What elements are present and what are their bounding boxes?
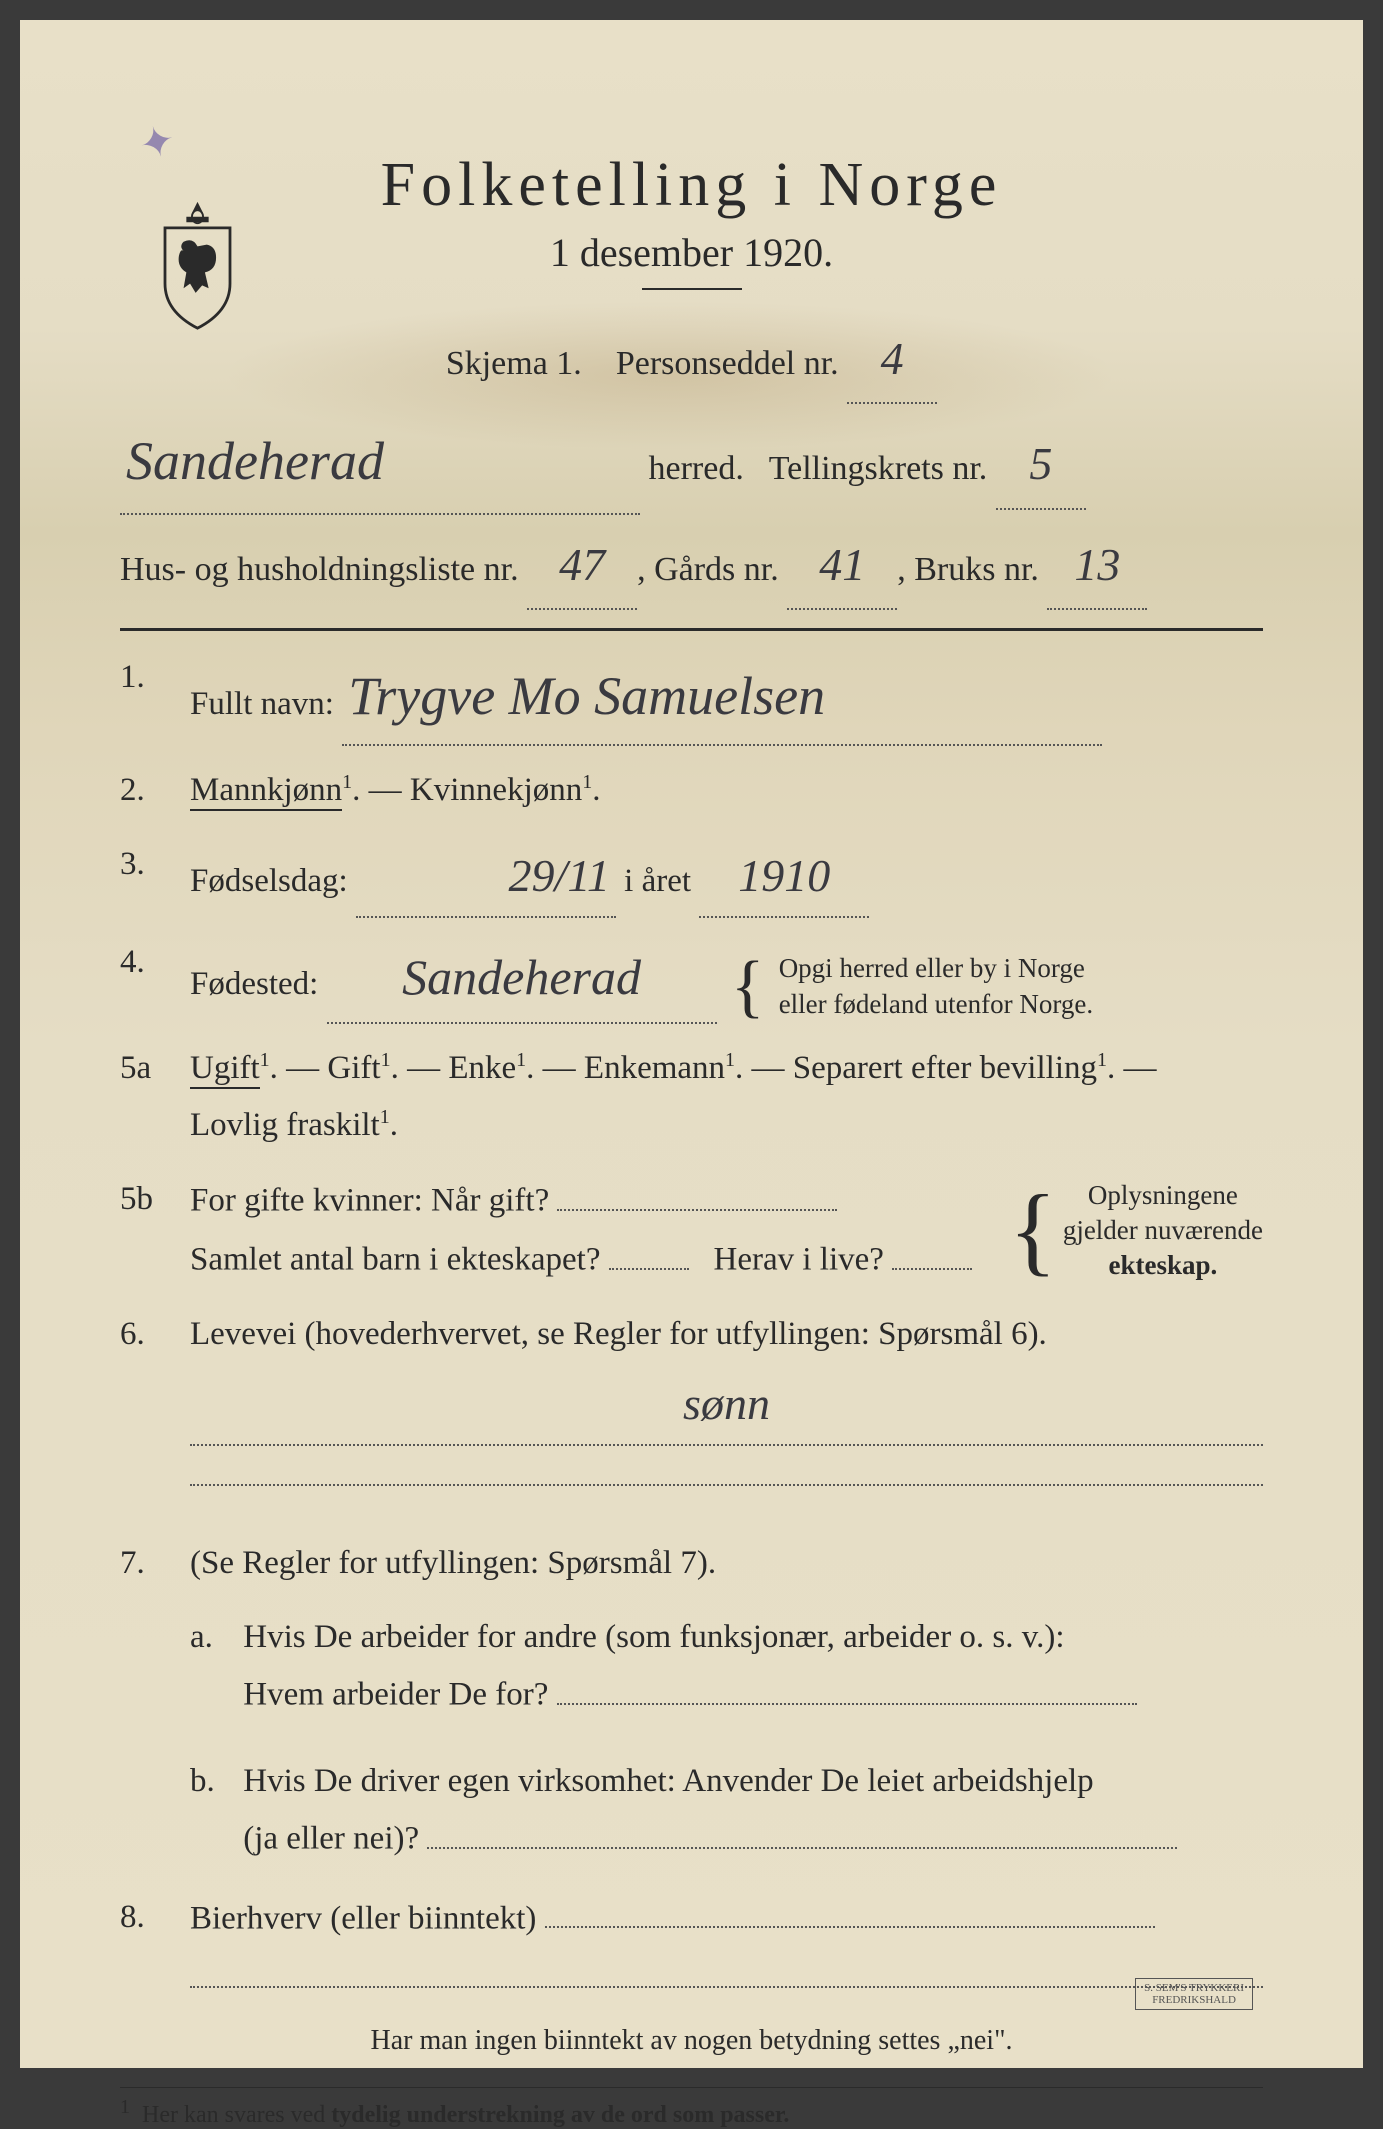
q7b-text1: Hvis De driver egen virksomhet: Anvender… — [243, 1763, 1093, 1799]
q8-label: Bierhverv (eller biinntekt) — [190, 1900, 536, 1936]
bruks-label: Bruks nr. — [914, 551, 1039, 588]
q5b-fill-2 — [609, 1230, 689, 1270]
q6-label: Levevei (hovederhvervet, se Regler for u… — [190, 1316, 1047, 1352]
q5a-num: 5a — [120, 1040, 190, 1156]
q5a-separert: Separert efter bevilling — [793, 1050, 1097, 1086]
q2-mann: Mannkjønn — [190, 772, 342, 811]
question-2: 2. Mannkjønn1. — Kvinnekjønn1. — [120, 762, 1263, 820]
husliste-line: Hus- og husholdningsliste nr. 47, Gårds … — [120, 521, 1263, 610]
document-title: Folketelling i Norge — [120, 150, 1263, 221]
q6-value: sønn — [683, 1378, 770, 1429]
document-header: Folketelling i Norge 1 desember 1920. — [120, 150, 1263, 290]
title-divider — [642, 288, 742, 290]
question-8: 8. Bierhverv (eller biinntekt) — [120, 1889, 1263, 2008]
q1-label: Fullt navn: — [190, 686, 334, 722]
q5b-barn-label: Samlet antal barn i ekteskapet? — [190, 1242, 601, 1278]
printer-line2: FREDRIKSHALD — [1152, 1994, 1236, 2006]
q6-fill-2 — [190, 1446, 1263, 1486]
question-5b: 5b For gifte kvinner: Når gift? Samlet a… — [120, 1171, 1263, 1290]
q2-kvinne: Kvinnekjønn — [410, 772, 582, 808]
tellingskrets-nr: 5 — [996, 420, 1086, 509]
q7b-fill — [427, 1809, 1177, 1849]
question-4: 4. Fødested: Sandeherad { Opgi herred el… — [120, 934, 1263, 1024]
q3-day: 29/11 — [356, 836, 616, 919]
bruks-nr: 13 — [1047, 521, 1147, 610]
q3-mid: i året — [624, 863, 691, 899]
husliste-label: Hus- og husholdningsliste nr. — [120, 551, 519, 588]
footnote-num: 1 — [120, 2096, 130, 2118]
q5a-ugift: Ugift — [190, 1050, 260, 1089]
q3-num: 3. — [120, 836, 190, 919]
q5a-gift: Gift — [327, 1050, 380, 1086]
skjema-line: Skjema 1. Personseddel nr. 4 — [120, 315, 1263, 404]
q7-num: 7. — [120, 1535, 190, 1593]
q4-note-2: eller fødeland utenfor Norge. — [779, 989, 1093, 1019]
question-1: 1. Fullt navn: Trygve Mo Samuelsen — [120, 649, 1263, 746]
q7a-text1: Hvis De arbeider for andre (som funksjon… — [243, 1619, 1064, 1655]
skjema-label: Skjema 1. — [446, 345, 582, 382]
q2-num: 2. — [120, 762, 190, 820]
q5b-fill-1 — [557, 1171, 837, 1211]
q7a-label: a. — [190, 1609, 235, 1665]
q8-fill-1 — [545, 1889, 1155, 1929]
q8-num: 8. — [120, 1889, 190, 2008]
q7-label: (Se Regler for utfyllingen: Spørsmål 7). — [190, 1545, 716, 1581]
q1-value: Trygve Mo Samuelsen — [342, 649, 1102, 746]
q5a-fraskilt: Lovlig fraskilt — [190, 1107, 380, 1143]
q4-note-1: Opgi herred eller by i Norge — [779, 953, 1085, 983]
q5a-enke: Enke — [448, 1050, 516, 1086]
q6-num: 6. — [120, 1306, 190, 1506]
question-3: 3. Fødselsdag: 29/11 i året 1910 — [120, 836, 1263, 919]
printer-stamp: S. SEM'S TRYKKERI FREDRIKSHALD — [1135, 1978, 1253, 2010]
q7a-text2: Hvem arbeider De for? — [243, 1677, 548, 1713]
q8-fill-2 — [190, 1948, 1263, 1988]
q5b-note-3: ekteskap. — [1109, 1250, 1218, 1280]
document-date: 1 desember 1920. — [120, 229, 1263, 276]
q5b-label: For gifte kvinner: Når gift? — [190, 1183, 549, 1219]
q6-value-line: sønn — [190, 1364, 1263, 1447]
section-divider — [120, 628, 1263, 631]
question-7a: a. Hvis De arbeider for andre (som funks… — [190, 1609, 1263, 1723]
herred-name: Sandeherad — [120, 410, 640, 515]
question-7: 7. (Se Regler for utfyllingen: Spørsmål … — [120, 1535, 1263, 1593]
q5b-note-2: gjelder nuværende — [1063, 1215, 1263, 1245]
census-form-document: ✦ Folketelling i Norge 1 desember 1920. … — [20, 20, 1363, 2068]
gards-nr: 41 — [787, 521, 897, 610]
q4-note: Opgi herred eller by i Norge eller fødel… — [779, 951, 1093, 1021]
question-6: 6. Levevei (hovederhvervet, se Regler fo… — [120, 1306, 1263, 1506]
q8-note: Har man ingen biinntekt av nogen betydni… — [120, 2025, 1263, 2057]
q5a-enkemann: Enkemann — [584, 1050, 725, 1086]
gards-label: Gårds nr. — [654, 551, 779, 588]
q5b-fill-3 — [892, 1230, 972, 1270]
footnote: 1 Her kan svares ved tydelig understrekn… — [120, 2096, 1263, 2129]
q4-num: 4. — [120, 934, 190, 1024]
q7b-label: b. — [190, 1753, 235, 1809]
husliste-nr: 47 — [527, 521, 637, 610]
q4-value: Sandeherad — [327, 934, 717, 1024]
q5b-live-label: Herav i live? — [714, 1242, 884, 1278]
q4-label: Fødested: — [190, 966, 318, 1002]
footnote-divider — [120, 2087, 1263, 2088]
printer-line1: S. SEM'S TRYKKERI — [1144, 1982, 1244, 1994]
herred-label: herred. — [649, 450, 744, 487]
footnote-text: Her kan svares ved tydelig understreknin… — [142, 2102, 789, 2128]
q7a-fill — [557, 1665, 1137, 1705]
q5b-num: 5b — [120, 1171, 190, 1290]
q5b-note-1: Oplysningene — [1088, 1180, 1238, 1210]
q3-label: Fødselsdag: — [190, 863, 348, 899]
personseddel-nr: 4 — [847, 315, 937, 404]
q1-num: 1. — [120, 649, 190, 746]
q5b-note: Oplysningene gjelder nuværende ekteskap. — [1063, 1178, 1263, 1283]
tellingskrets-label: Tellingskrets nr. — [769, 450, 988, 487]
q7b-text2: (ja eller nei)? — [243, 1821, 419, 1857]
personseddel-label: Personseddel nr. — [616, 345, 839, 382]
herred-line: Sandeherad herred. Tellingskrets nr. 5 — [120, 410, 1263, 515]
q3-year: 1910 — [699, 836, 869, 919]
coat-of-arms-icon — [150, 200, 245, 330]
question-7b: b. Hvis De driver egen virksomhet: Anven… — [190, 1753, 1263, 1867]
question-5a: 5a Ugift1. — Gift1. — Enke1. — Enkemann1… — [120, 1040, 1263, 1156]
